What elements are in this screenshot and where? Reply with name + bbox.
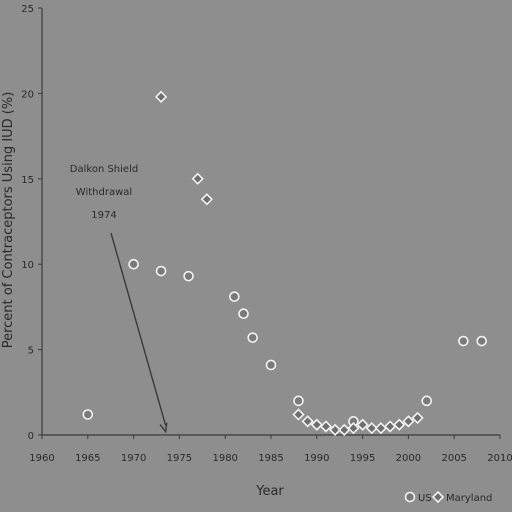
maryland-point — [402, 415, 415, 428]
y-axis-label: Percent of Contraceptors Using IUD (%) — [1, 92, 16, 349]
maryland-point — [374, 422, 388, 435]
x-tick-label: 2000 — [396, 453, 421, 464]
y-tick-label: 10 — [21, 260, 34, 271]
x-tick-label: 1990 — [304, 453, 329, 464]
us-point — [458, 335, 469, 347]
maryland-point — [292, 408, 305, 421]
y-tick-label: 25 — [21, 4, 34, 15]
y-tick-label: 0 — [28, 431, 34, 442]
maryland-point — [411, 411, 424, 425]
maryland-point — [319, 420, 333, 433]
us-point — [128, 258, 139, 270]
legend-label-maryland: Maryland — [446, 493, 492, 504]
x-tick-label: 1985 — [258, 453, 283, 464]
x-tick-label: 1970 — [121, 453, 146, 464]
x-tick-label: 1995 — [350, 453, 375, 464]
legend: US Maryland — [404, 490, 492, 504]
maryland-point — [301, 415, 314, 428]
us-point — [183, 270, 194, 282]
x-tick-label: 1965 — [75, 453, 100, 464]
axes — [38, 7, 501, 439]
maryland-point — [200, 193, 214, 206]
us-point — [247, 332, 258, 343]
maryland-point — [365, 422, 378, 435]
us-point — [238, 308, 249, 320]
annotation-text: 1974 — [91, 210, 116, 221]
legend-marker-us — [404, 491, 416, 503]
data-points — [82, 90, 487, 437]
legend-marker-maryland — [431, 490, 445, 504]
legend-label-us: US — [418, 493, 432, 504]
us-point — [421, 395, 433, 407]
maryland-point — [191, 172, 204, 185]
maryland-point — [347, 422, 360, 435]
x-tick-label: 1980 — [212, 453, 237, 464]
us-point — [293, 395, 304, 407]
maryland-point — [328, 423, 342, 437]
x-tick-label: 1975 — [167, 453, 192, 464]
maryland-point — [154, 90, 168, 103]
x-tick-label: 1960 — [29, 453, 54, 464]
us-point — [155, 265, 167, 277]
x-tick-label: 2010 — [487, 453, 512, 464]
tick-labels: 1960 1965 1970 1975 1980 1985 1990 1995 2000 2005… — [21, 4, 512, 464]
annotation-text: Dalkon Shield — [70, 164, 138, 175]
maryland-point — [383, 420, 397, 433]
y-tick-label: 15 — [21, 175, 34, 186]
maryland-point — [356, 418, 369, 431]
annotation-arrow-head — [159, 422, 168, 434]
y-tick-label: 5 — [28, 346, 34, 357]
us-point — [82, 409, 94, 420]
annotation-arrow-line — [110, 232, 167, 426]
x-axis-label: Year — [255, 484, 284, 499]
us-point — [229, 291, 240, 302]
maryland-point — [338, 423, 351, 437]
maryland-point — [393, 418, 406, 431]
y-tick-label: 20 — [21, 89, 34, 100]
x-tick-label: 2005 — [441, 453, 466, 464]
annotation: Dalkon Shield Withdrawal 1974 — [70, 164, 168, 434]
us-point — [476, 335, 487, 347]
us-point — [265, 359, 277, 371]
annotation-text: Withdrawal — [76, 187, 132, 198]
maryland-point — [310, 418, 323, 431]
